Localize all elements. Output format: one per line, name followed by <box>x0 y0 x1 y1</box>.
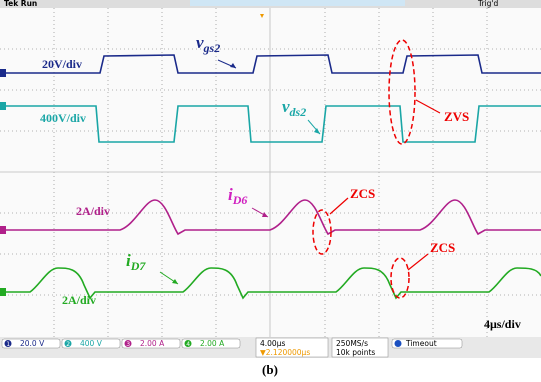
subscript: gs2 <box>203 41 221 55</box>
annotation: ZVS <box>444 109 469 124</box>
record-length: 10k points <box>336 348 375 357</box>
subscript: D6 <box>232 193 248 207</box>
trace-scale: 400V/div <box>40 111 86 125</box>
annotation: ZCS <box>350 186 375 201</box>
mode-icon <box>395 340 402 347</box>
trigger-position: ▼2.120000μs <box>260 348 310 357</box>
mode: Timeout <box>405 339 437 348</box>
page: Tek Run Trig'd 20V/div vgs2 400V/div vds… <box>0 0 541 382</box>
channel-number: 2 <box>66 341 70 348</box>
record-indicator <box>190 0 405 6</box>
scope-figure: Tek Run Trig'd 20V/div vgs2 400V/div vds… <box>0 0 541 382</box>
trace-scale: 2A/div <box>62 293 96 307</box>
trigger: Trig'd <box>477 0 498 8</box>
trace-scale: 2A/div <box>76 204 110 218</box>
subscript: D7 <box>130 259 147 273</box>
status: Tek Run <box>4 0 37 8</box>
horizontal-scale: 4.00μs <box>260 339 285 348</box>
subscript: ds2 <box>290 105 307 119</box>
channel-number: 4 <box>186 341 190 348</box>
caption: (b) <box>262 362 278 377</box>
channel-number: 1 <box>6 341 10 348</box>
channel-number: 3 <box>126 341 130 348</box>
channel-scale: 400 V <box>80 339 103 348</box>
timebase: 4μs/div <box>484 317 521 331</box>
trace-scale: 20V/div <box>42 57 82 71</box>
channel-scale: 2.00 A <box>140 339 165 348</box>
channel-scale: 20.0 V <box>20 339 45 348</box>
channel-scale: 2.00 A <box>200 339 225 348</box>
sample-rate: 250MS/s <box>336 339 368 348</box>
annotation: ZCS <box>430 240 455 255</box>
